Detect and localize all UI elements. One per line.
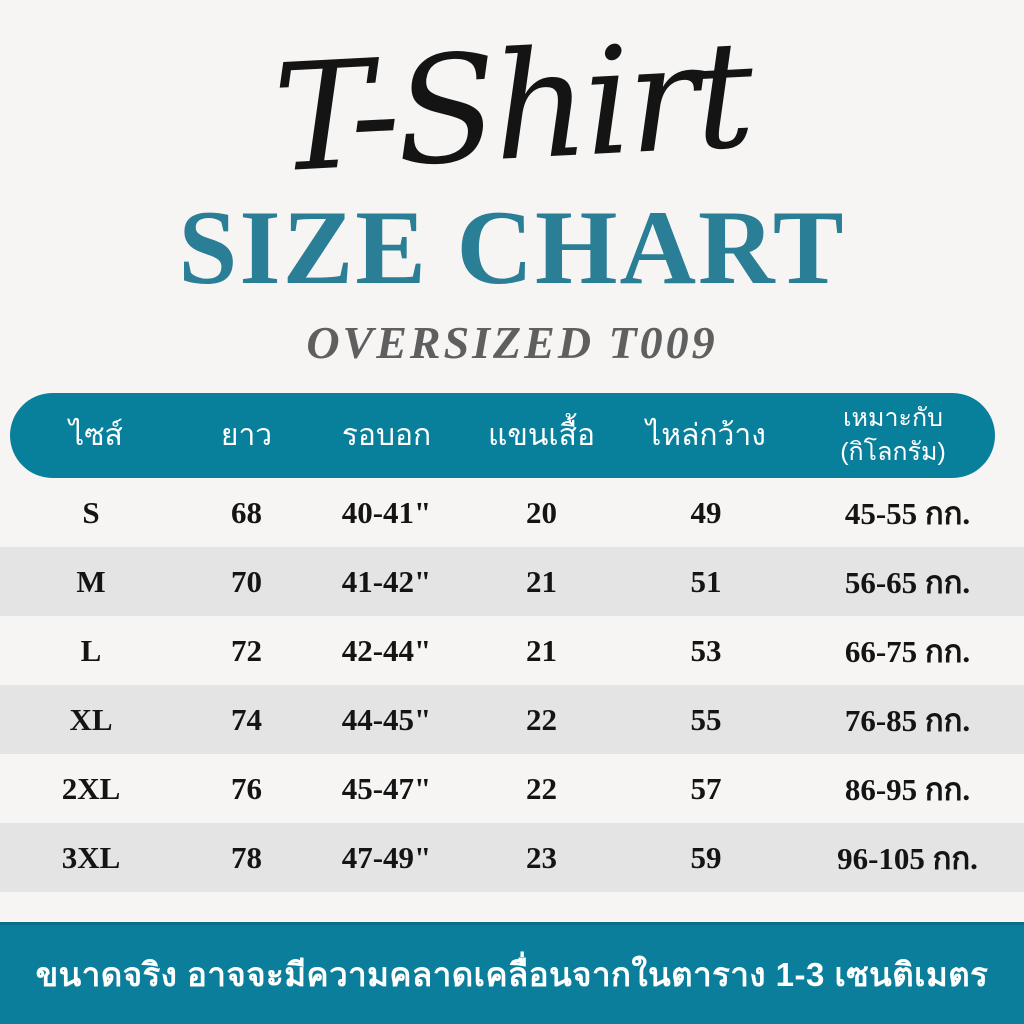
table-row-s: S 68 40-41" 20 49 45-55 กก.	[0, 478, 1024, 547]
header-chest: รอบอก	[341, 418, 432, 452]
sleeve-cell: 22	[526, 770, 557, 806]
size-cell: S	[82, 494, 100, 530]
chest-cell: 45-47"	[341, 770, 432, 806]
length-cell: 78	[231, 839, 262, 875]
table-row-xl: XL 74 44-45" 22 55 76-85 กก.	[0, 685, 1024, 754]
script-title: T-Shirt	[269, 8, 755, 206]
length-cell: 72	[231, 632, 262, 668]
weight-cell: 56-65 กก.	[844, 564, 971, 600]
header-size: ไซส์	[69, 418, 123, 452]
size-cell: XL	[69, 701, 113, 737]
header-sleeve: แขนเสื้อ	[488, 418, 595, 452]
shoulder-cell: 51	[690, 563, 722, 599]
chest-cell: 42-44"	[341, 632, 432, 668]
chest-cell: 40-41"	[341, 494, 432, 530]
size-cell: M	[76, 563, 106, 599]
size-cell: 3XL	[61, 839, 121, 875]
length-cell: 74	[231, 701, 262, 737]
sleeve-cell: 23	[526, 839, 557, 875]
table-row-m: M 70 41-42" 21 51 56-65 กก.	[0, 547, 1024, 616]
tolerance-note: ขนาดจริง อาจจะมีความคลาดเคลื่อนจากในตารา…	[35, 956, 989, 993]
header-shoulder: ไหล่กว้าง	[646, 418, 766, 452]
footer-band: ขนาดจริง อาจจะมีความคลาดเคลื่อนจากในตารา…	[0, 922, 1024, 1024]
shoulder-cell: 57	[690, 770, 722, 806]
length-cell: 70	[231, 563, 262, 599]
sleeve-cell: 22	[526, 701, 557, 737]
weight-cell: 66-75 กก.	[844, 633, 971, 669]
sleeve-cell: 21	[526, 632, 557, 668]
size-cell: 2XL	[61, 770, 121, 806]
header-length: ยาว	[220, 418, 273, 452]
table-row-l: L 72 42-44" 21 53 66-75 กก.	[0, 616, 1024, 685]
size-table: ไซส์ ยาว รอบอก แขนเสื้อ ไหล่กว้าง เหมาะก…	[0, 393, 1024, 892]
page-title: SIZE CHART	[178, 189, 846, 306]
length-cell: 76	[231, 770, 262, 806]
chest-cell: 47-49"	[341, 839, 432, 875]
table-row-2xl: 2XL 76 45-47" 22 57 86-95 กก.	[0, 754, 1024, 823]
shoulder-cell: 49	[690, 494, 722, 530]
shoulder-cell: 55	[690, 701, 722, 737]
shoulder-cell: 53	[690, 632, 722, 668]
sleeve-cell: 21	[526, 563, 557, 599]
size-cell: L	[80, 632, 102, 668]
weight-cell: 86-95 กก.	[844, 771, 971, 807]
shoulder-cell: 59	[690, 839, 722, 875]
header-weight: เหมาะกับ (กิโลกรัม)	[791, 402, 995, 470]
length-cell: 68	[231, 494, 262, 530]
table-header-row: ไซส์ ยาว รอบอก แขนเสื้อ ไหล่กว้าง เหมาะก…	[10, 393, 995, 478]
sleeve-cell: 20	[526, 494, 557, 530]
weight-cell: 76-85 กก.	[844, 702, 971, 738]
chest-cell: 41-42"	[341, 563, 432, 599]
page-subtitle: OVERSIZED T009	[306, 317, 718, 368]
weight-cell: 96-105 กก.	[837, 840, 978, 876]
header-weight-line2: (กิโลกรัม)	[840, 437, 946, 466]
table-row-3xl: 3XL 78 47-49" 23 59 96-105 กก.	[0, 823, 1024, 892]
chest-cell: 44-45"	[341, 701, 432, 737]
weight-cell: 45-55 กก.	[844, 495, 971, 531]
header-weight-line1: เหมาะกับ	[843, 403, 943, 432]
